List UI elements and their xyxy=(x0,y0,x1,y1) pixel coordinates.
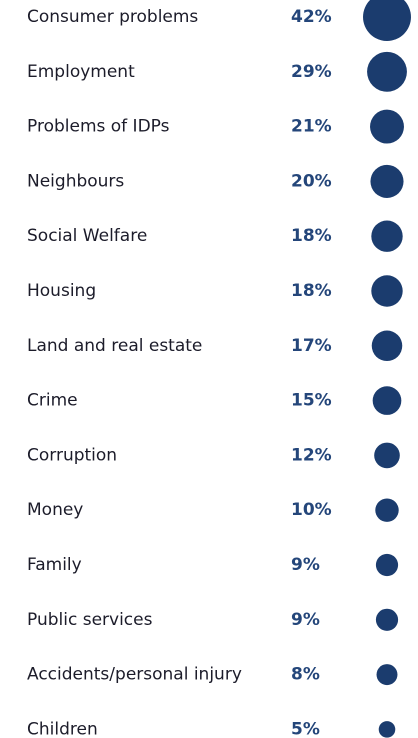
value-label: 29% xyxy=(291,62,332,82)
category-label: Land and real estate xyxy=(27,336,202,356)
category-label: Corruption xyxy=(27,445,117,465)
value-label: 17% xyxy=(291,336,332,356)
value-label: 8% xyxy=(291,665,320,685)
value-label: 12% xyxy=(291,445,332,465)
category-label: Family xyxy=(27,555,82,575)
bubble xyxy=(374,442,400,469)
value-label: 10% xyxy=(291,500,332,520)
bubble xyxy=(367,51,407,92)
category-label: Crime xyxy=(27,391,78,411)
bubble xyxy=(370,164,404,198)
bubble xyxy=(378,721,396,738)
bubble xyxy=(371,220,403,252)
category-label: Children xyxy=(27,719,98,738)
bubble xyxy=(372,386,402,415)
value-label: 18% xyxy=(291,226,332,246)
bubble xyxy=(375,608,399,631)
bubble xyxy=(371,275,403,307)
category-label: Accidents/personal injury xyxy=(27,665,242,685)
value-label: 42% xyxy=(291,7,332,27)
category-label: Housing xyxy=(27,281,96,301)
bubble xyxy=(375,553,399,577)
category-label: Public services xyxy=(27,610,153,630)
category-label: Social Welfare xyxy=(27,226,147,246)
category-label: Money xyxy=(27,500,83,520)
value-label: 21% xyxy=(291,117,332,137)
category-label: Neighbours xyxy=(27,171,124,191)
category-label: Problems of IDPs xyxy=(27,117,170,137)
value-label: 5% xyxy=(291,719,320,738)
category-label: Consumer problems xyxy=(27,7,198,27)
value-label: 9% xyxy=(291,610,320,630)
bubble xyxy=(370,109,404,144)
value-label: 18% xyxy=(291,281,332,301)
value-label: 15% xyxy=(291,391,332,411)
bubble xyxy=(363,0,411,41)
value-label: 20% xyxy=(291,171,332,191)
bubble xyxy=(376,664,398,686)
value-label: 9% xyxy=(291,555,320,575)
bubble xyxy=(371,330,403,362)
category-label: Employment xyxy=(27,62,135,82)
bubble xyxy=(375,498,399,522)
